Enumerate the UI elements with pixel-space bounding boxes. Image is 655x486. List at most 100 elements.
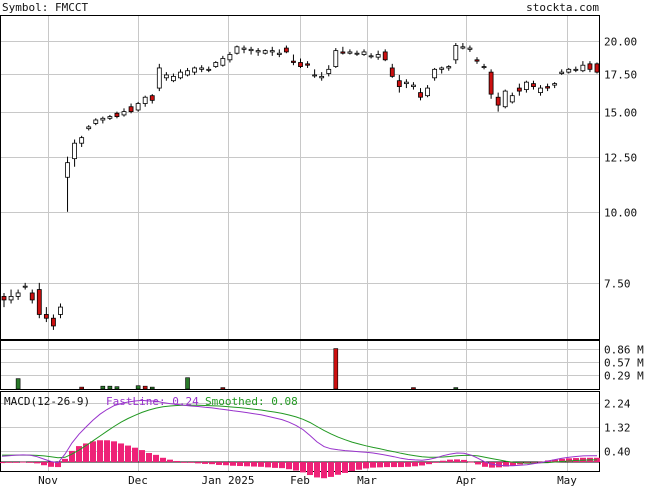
macd-histogram-bar bbox=[503, 462, 509, 467]
candle-body bbox=[86, 126, 92, 130]
candle-body bbox=[234, 46, 240, 54]
macd-histogram-bar bbox=[531, 462, 537, 463]
macd-histogram-bar bbox=[153, 454, 159, 463]
candle-body bbox=[156, 67, 162, 89]
candle bbox=[305, 61, 310, 68]
macd-histogram-bar bbox=[433, 462, 439, 463]
macd-histogram-bar bbox=[272, 462, 278, 468]
candle bbox=[8, 289, 14, 304]
candle-body bbox=[1, 296, 7, 301]
volume-bar bbox=[149, 386, 155, 390]
macd-histogram-bar bbox=[468, 461, 474, 463]
macd-histogram-bar bbox=[160, 457, 166, 463]
macd-histogram-bar bbox=[6, 462, 12, 463]
candle-body bbox=[375, 54, 381, 58]
macd-histogram-bar bbox=[167, 459, 173, 463]
candle bbox=[255, 48, 261, 56]
candle-body bbox=[389, 67, 395, 77]
candlestick-series bbox=[1, 43, 600, 330]
candle-body bbox=[142, 96, 148, 104]
candle bbox=[107, 114, 113, 120]
candle-body bbox=[531, 83, 536, 87]
candle-body bbox=[171, 75, 176, 82]
volume-bar bbox=[411, 387, 416, 390]
candle bbox=[573, 66, 579, 73]
macd-histogram-bar bbox=[146, 453, 152, 463]
candle bbox=[333, 48, 339, 68]
candle-body bbox=[100, 117, 106, 121]
candle-body bbox=[411, 84, 416, 87]
candle bbox=[516, 83, 522, 96]
candle-body bbox=[524, 81, 529, 90]
macd-histogram-bar bbox=[20, 461, 26, 463]
candle bbox=[276, 49, 282, 58]
candle bbox=[481, 63, 487, 70]
macd-histogram-bar bbox=[405, 462, 411, 467]
macd-histogram-bar bbox=[286, 462, 292, 470]
macd-histogram-bar bbox=[118, 443, 124, 463]
candle bbox=[86, 125, 92, 131]
candle bbox=[587, 61, 593, 73]
x-axis: Nov Dec Jan 2025 Feb Mar Apr May bbox=[38, 474, 577, 486]
candle bbox=[22, 282, 28, 290]
candle-body bbox=[312, 74, 318, 77]
candle bbox=[58, 303, 63, 319]
candle bbox=[538, 85, 543, 96]
site-label: stockta.com bbox=[526, 1, 599, 14]
macd-histogram-bar bbox=[307, 462, 313, 476]
candle-body bbox=[185, 70, 190, 76]
volume-bar bbox=[135, 385, 141, 390]
price-tick-label: 20.00 bbox=[604, 36, 637, 49]
candle-body bbox=[29, 292, 35, 301]
macd-histogram-bar bbox=[321, 462, 327, 479]
candle-body bbox=[269, 50, 275, 53]
candle-body bbox=[22, 285, 28, 288]
candle bbox=[199, 65, 205, 73]
candle-body bbox=[516, 87, 522, 92]
macd-histogram-bar bbox=[62, 458, 68, 463]
macd-histogram-bar bbox=[27, 462, 33, 463]
volume-bar bbox=[220, 387, 226, 390]
candle-body bbox=[107, 116, 113, 119]
grid-lines bbox=[1, 16, 599, 471]
macd-histogram-bar bbox=[97, 440, 103, 463]
candle-body bbox=[206, 68, 212, 71]
candle-body bbox=[199, 67, 205, 70]
candle-body bbox=[15, 292, 21, 297]
candle-body bbox=[128, 106, 134, 113]
x-tick-label: Dec bbox=[128, 474, 148, 486]
macd-histogram-bar bbox=[244, 462, 250, 467]
macd-histogram-bar bbox=[328, 462, 334, 477]
x-tick-label: May bbox=[557, 474, 577, 486]
candle-body bbox=[8, 296, 14, 301]
candle bbox=[178, 69, 183, 80]
candle-body bbox=[481, 66, 487, 68]
candle bbox=[65, 156, 70, 212]
candle bbox=[559, 69, 565, 75]
macd-histogram-bar bbox=[265, 462, 271, 468]
candle-body bbox=[58, 306, 63, 315]
candle-body bbox=[474, 59, 480, 62]
macd-histogram-bar bbox=[356, 462, 362, 470]
macd-histogram-bar bbox=[132, 447, 138, 463]
candle bbox=[29, 289, 35, 304]
volume-bars bbox=[15, 348, 459, 390]
candle bbox=[72, 139, 77, 167]
candle-body bbox=[51, 317, 56, 327]
candle-body bbox=[220, 58, 226, 66]
candle bbox=[36, 282, 42, 319]
macd-fast-line bbox=[1, 399, 597, 467]
macd-histogram-bar bbox=[174, 460, 180, 463]
macd-histogram-bar bbox=[482, 462, 488, 467]
candle bbox=[524, 80, 529, 93]
macd-histogram-bar bbox=[566, 458, 572, 463]
candle-body bbox=[580, 64, 586, 72]
macd-histogram-bar bbox=[461, 459, 467, 463]
macd-histogram-bar bbox=[104, 440, 110, 463]
candle bbox=[566, 67, 572, 74]
macd-histogram-bar bbox=[349, 462, 355, 472]
macd-histogram-bar bbox=[377, 462, 383, 468]
macd-histogram-bar bbox=[412, 462, 418, 467]
candle-body bbox=[36, 289, 42, 315]
